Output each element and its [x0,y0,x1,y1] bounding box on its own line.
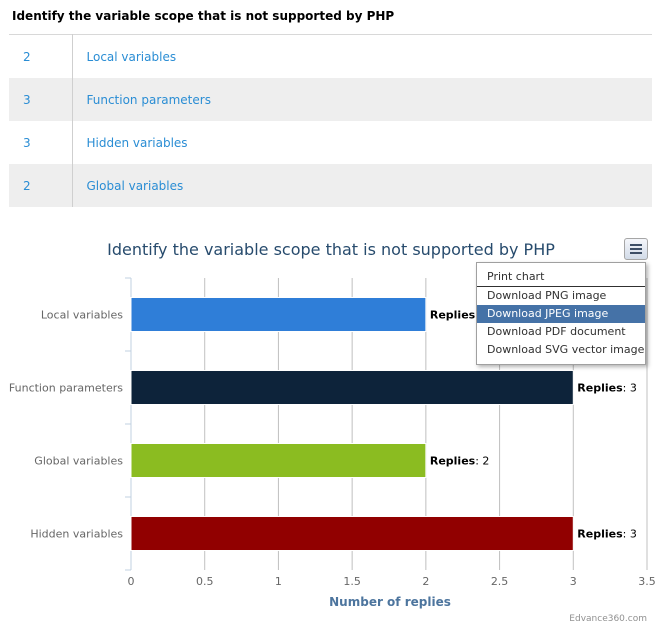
data-label: Replies: 2 [430,455,490,468]
question-title: Identify the variable scope that is not … [12,9,395,23]
bar [130,297,427,332]
category-label: Global variables [34,455,123,468]
category-label: Local variables [41,309,123,322]
category-labels: Local variables Function parameters Global… [9,309,123,541]
x-tick-labels: 0 0.5 1 1.5 2 2.5 3 3.5 [128,575,656,588]
answer-label-link[interactable]: Hidden variables [86,135,188,150]
x-tick-label: 1.5 [343,575,361,588]
category-label: Function parameters [9,382,123,395]
menu-icon-bar [630,252,642,254]
x-tick-label: 0.5 [196,575,214,588]
data-label: Replies: 2 [430,309,490,322]
data-label: Replies: 3 [577,528,637,541]
answer-count: 3 [9,78,73,121]
chart-menu-button[interactable] [624,238,648,260]
bar [130,516,574,551]
x-axis-title: Number of replies [329,595,451,609]
table-row: 3 Function parameters [9,78,652,121]
table-row: 3 Hidden variables [9,121,652,164]
x-tick-label: 3 [570,575,577,588]
answer-count: 2 [9,164,73,207]
credit-link[interactable]: Edvance360.com [569,614,647,624]
replies-bar-chart: Identify the variable scope that is not … [9,240,656,609]
x-tick-label: 0 [128,575,135,588]
menu-item-download-jpeg[interactable]: Download JPEG image [477,305,645,323]
chart-title: Identify the variable scope that is not … [107,240,555,259]
menu-item-download-pdf[interactable]: Download PDF document [487,325,626,338]
x-tick-label: 2.5 [491,575,509,588]
answer-label-link[interactable]: Local variables [72,34,652,78]
answer-count: 2 [9,34,73,78]
menu-icon-bar [630,248,642,250]
answer-label-link[interactable]: Function parameters [72,78,652,121]
category-label: Hidden variables [30,528,123,541]
bar [130,370,574,405]
x-tick-label: 3.5 [638,575,656,588]
bar [130,443,427,478]
answer-count: 3 [9,121,73,164]
menu-item-download-svg[interactable]: Download SVG vector image [487,343,645,356]
table-row: 2 Local variables [9,34,652,78]
x-tick-label: 1 [275,575,282,588]
answers-table: 2 Local variables 3 Function parameters … [9,34,652,207]
data-labels: Replies: 2 Replies: 3 Replies: 2 Replies: 3 [430,309,637,541]
x-tick-label: 2 [422,575,429,588]
menu-item-print-chart[interactable]: Print chart [477,268,645,287]
table-row: 2 Global variables [9,164,652,207]
menu-icon-bar [630,244,642,246]
bars [130,297,574,551]
export-menu: Print chart Download PNG image Download … [476,262,646,365]
answer-label-link[interactable]: Global variables [72,164,652,207]
menu-item-download-png[interactable]: Download PNG image [487,289,607,302]
data-label: Replies: 3 [577,382,637,395]
